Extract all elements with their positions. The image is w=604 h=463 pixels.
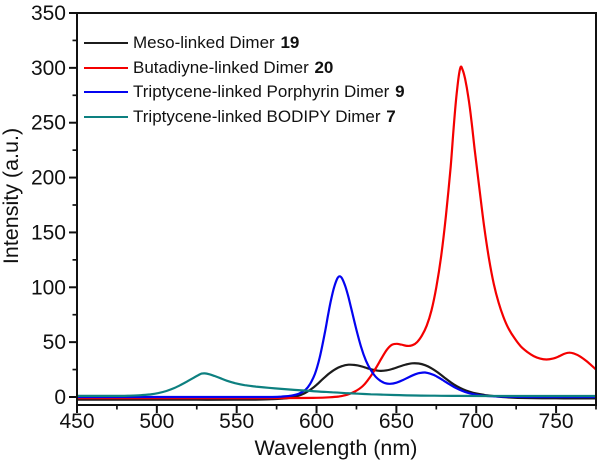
- y-tick-label: 100: [31, 276, 66, 299]
- y-tick-label: 150: [31, 221, 66, 244]
- legend-label: Triptycene-linked Porphyrin Dimer 9: [133, 82, 405, 102]
- legend-item-7: Triptycene-linked BODIPY Dimer 7: [84, 105, 396, 129]
- x-axis-title: Wavelength (nm): [255, 436, 418, 460]
- x-tick-label: 700: [459, 410, 494, 433]
- series-curve-7: [77, 372, 596, 398]
- y-tick-label: 200: [31, 167, 66, 190]
- legend-item-20: Butadiyne-linked Dimer 20: [84, 56, 333, 80]
- legend-line-swatch: [84, 116, 128, 119]
- y-tick-label: 50: [43, 331, 66, 354]
- y-tick-label: 0: [54, 386, 66, 409]
- x-tick-label: 450: [59, 410, 94, 433]
- y-tick-label: 250: [31, 112, 66, 135]
- y-axis-title: Intensity (a.u.): [0, 128, 23, 264]
- x-tick-label: 750: [539, 410, 574, 433]
- x-tick-label: 600: [299, 410, 334, 433]
- legend-line-swatch: [84, 91, 128, 94]
- legend-label: Meso-linked Dimer 19: [133, 33, 300, 52]
- tick-labels: 450 500 550 600 650 700 750 0 50 100 150 200 250 300 3…: [31, 2, 574, 433]
- legend-line-swatch: [84, 42, 128, 44]
- legend-label: Triptycene-linked BODIPY Dimer 7: [133, 107, 396, 127]
- series-curve-9: [77, 275, 596, 399]
- y-tick-label: 350: [31, 2, 66, 25]
- x-tick-label: 550: [219, 410, 254, 433]
- legend-item-9: Triptycene-linked Porphyrin Dimer 9: [84, 80, 405, 104]
- series-curves: [77, 65, 596, 401]
- y-tick-label: 300: [31, 57, 66, 80]
- x-tick-label: 650: [379, 410, 414, 433]
- plot-frame: [76, 12, 597, 406]
- legend-label: Butadiyne-linked Dimer 20: [133, 57, 334, 77]
- legend-line-swatch: [84, 66, 128, 69]
- legend-item-19: Meso-linked Dimer 19: [84, 31, 299, 55]
- x-tick-label: 500: [139, 410, 174, 433]
